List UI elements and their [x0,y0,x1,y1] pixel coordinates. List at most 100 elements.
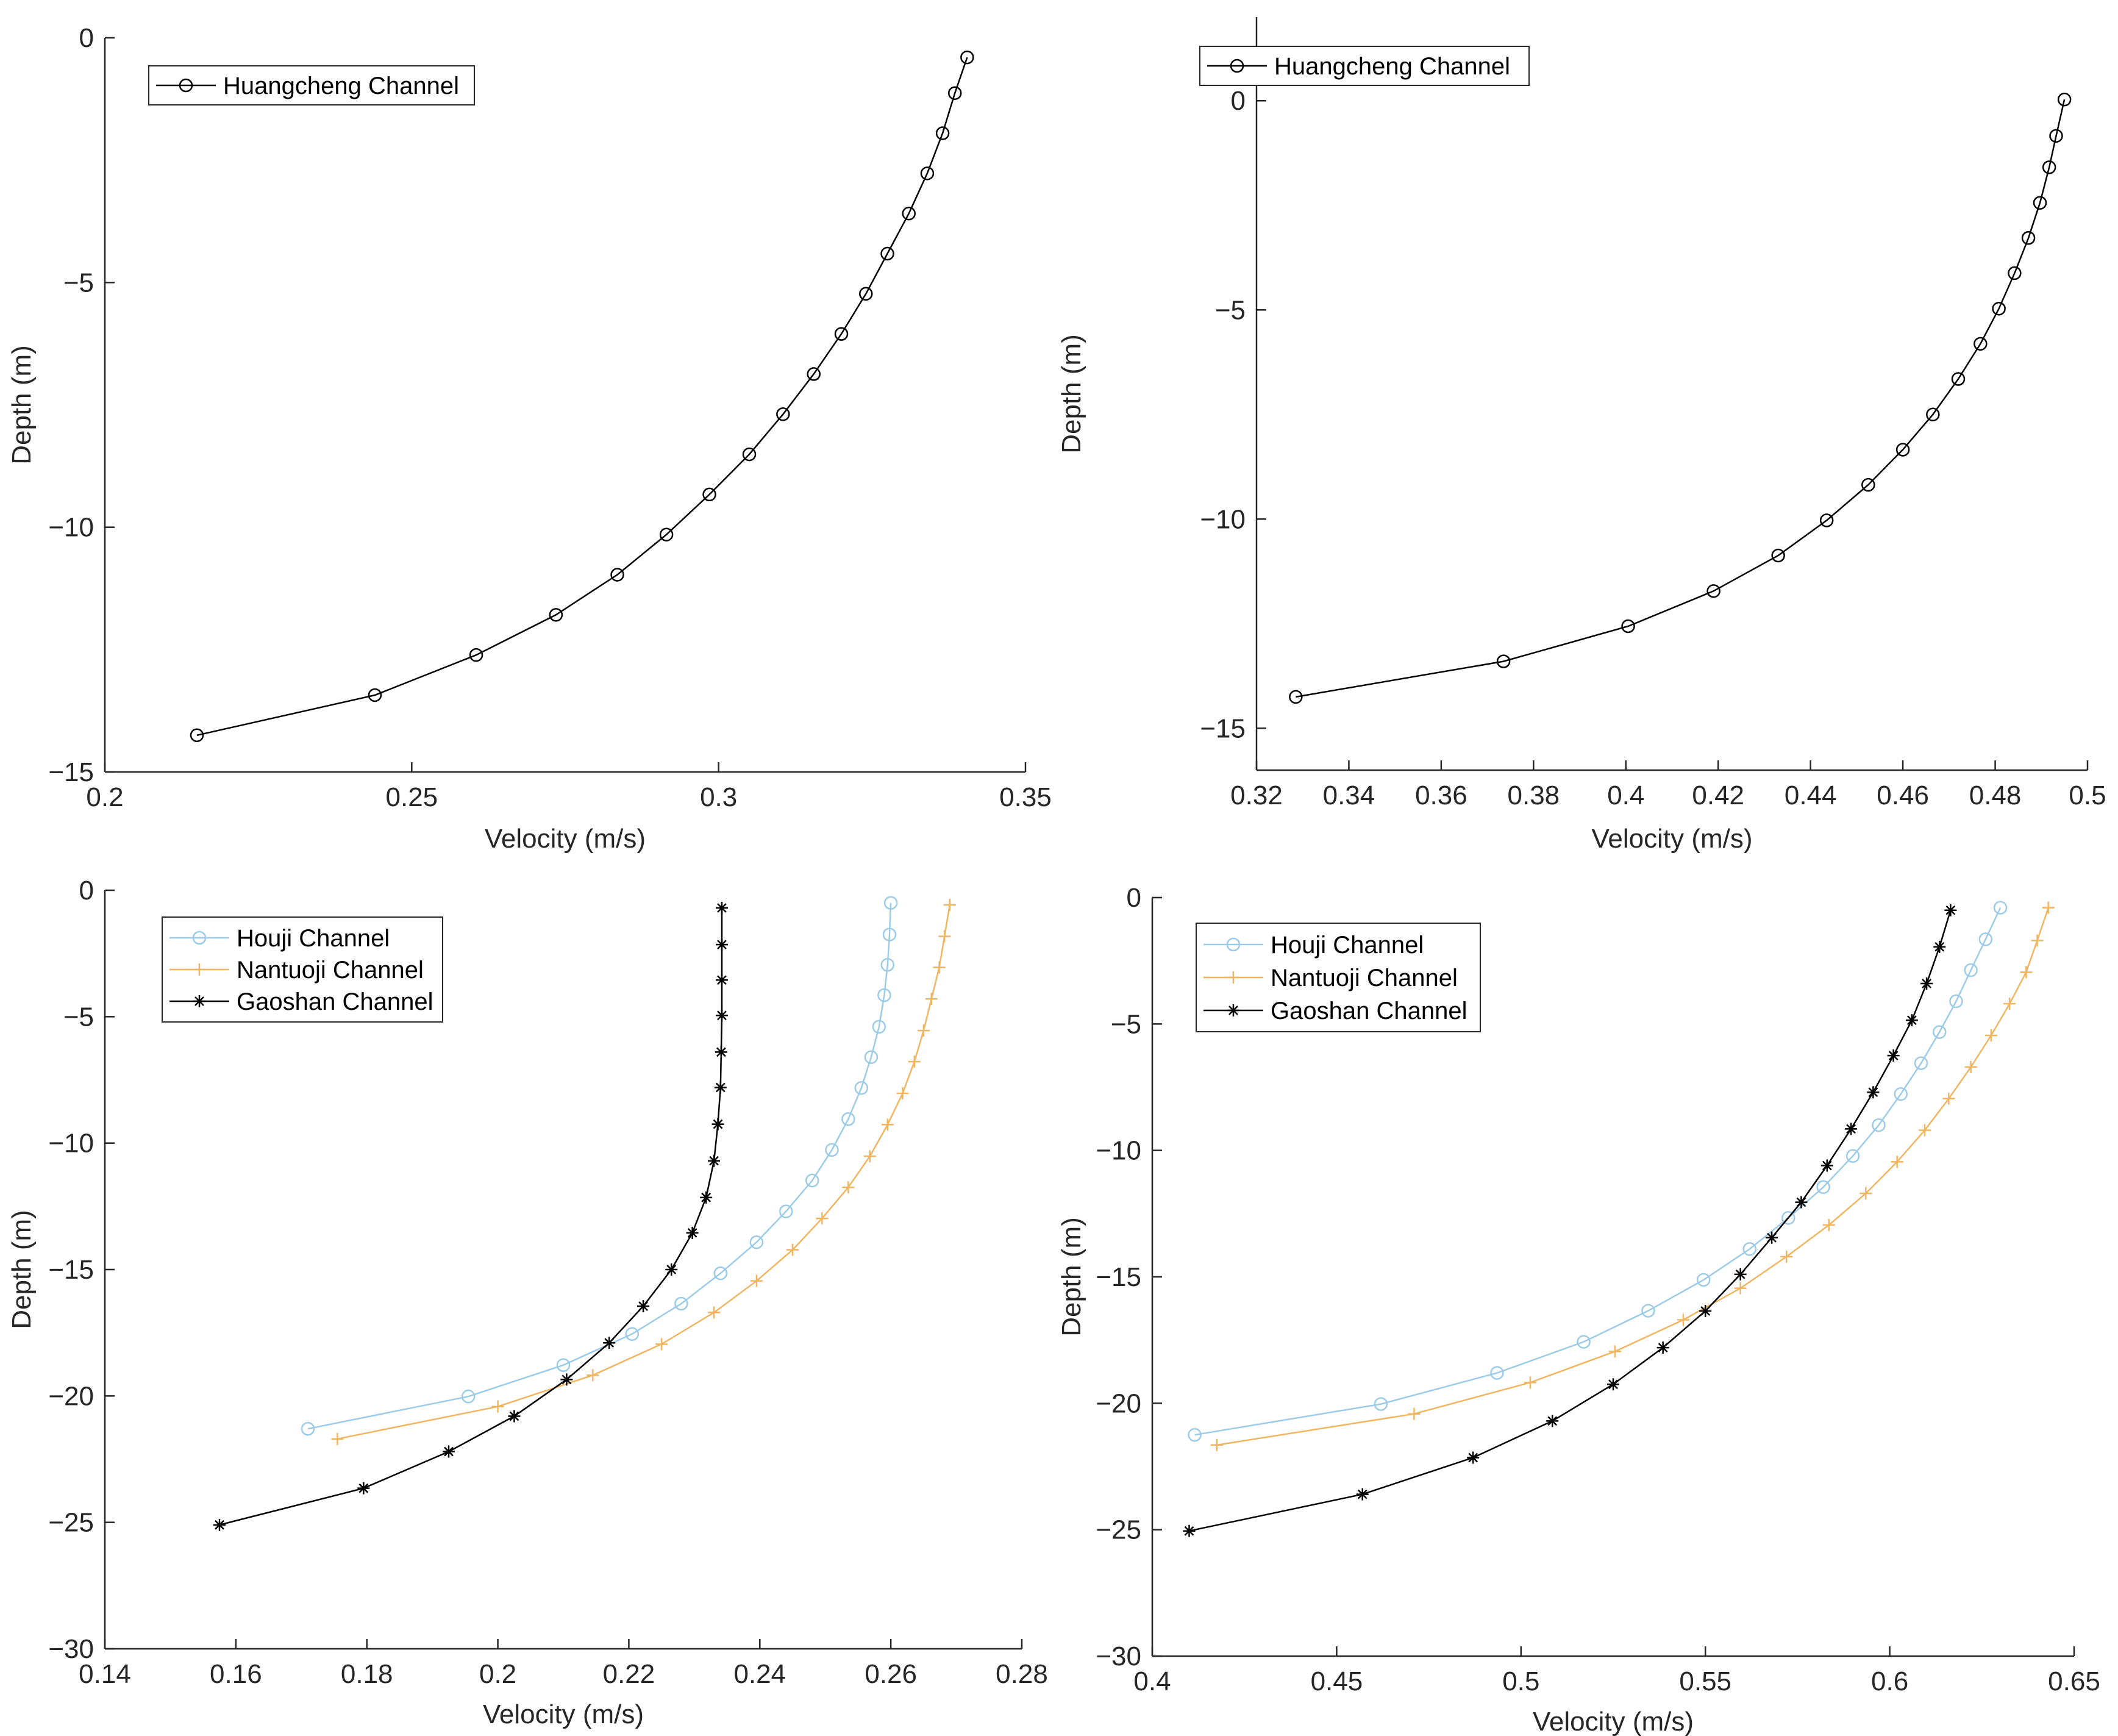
data-point [863,1150,876,1163]
data-point [882,927,897,941]
series-line [1296,99,2066,698]
data-point [2020,966,2033,979]
data-point [1861,477,1875,492]
data-point [925,993,938,1006]
data-point [1887,1049,1900,1062]
series-line [196,57,968,737]
data-point [1609,1345,1622,1358]
data-point [1942,1092,1955,1105]
x-tick-label: 0.35 [999,782,1052,812]
data-point [713,1266,728,1281]
data-point [935,126,950,140]
legend-marker [179,78,193,93]
x-tick-label: 0.42 [1692,780,1744,810]
y-tick-label: −10 [1096,1136,1141,1166]
data-point [2021,231,2036,245]
data-point [1706,584,1720,598]
x-tick-label: 0.46 [1877,780,1929,810]
y-axis-title: Depth (m) [1057,1217,1086,1337]
series-line [337,904,951,1440]
data-point [625,1327,640,1341]
legend-label: Houji Channel [1271,932,1424,959]
chart-panel-1: 0.2 0.25 0.3 0.35 0 −5 −10 −15 Velocity (m/s) Dep… [7,23,1052,854]
data-point [556,1358,571,1372]
y-tick-label: 0 [1231,86,1246,116]
data-point [1780,1250,1793,1263]
data-point [715,1009,728,1022]
x-axis-title: Velocity (m/s) [485,824,646,854]
data-point [872,1020,886,1034]
data-point [917,1024,930,1037]
x-tick-label: 0.22 [603,1659,655,1689]
legend-marker [193,995,205,1007]
data-point [864,1050,879,1064]
data-point [883,896,898,910]
data-point [1920,977,1933,990]
data-point [1546,1415,1559,1427]
data-point [708,1154,721,1167]
data-point [960,50,974,65]
data-point [877,988,891,1002]
data-point [834,327,849,341]
data-point [2049,129,2063,143]
y-tick-label: 0 [79,876,94,906]
data-point [1210,1438,1223,1451]
data-point [938,930,951,943]
legend-marker [192,931,207,945]
data-point [1183,1524,1196,1537]
data-point [920,166,935,180]
data-point [1766,1231,1778,1244]
data-point [549,608,563,622]
data-point [1822,1218,1835,1231]
data-point [2033,196,2047,210]
data-point [1845,1149,1860,1163]
data-point [786,1243,799,1256]
y-tick-label: −20 [1096,1388,1141,1418]
data-point [1891,1156,1903,1168]
data-point [1734,1282,1747,1295]
data-point [859,287,873,301]
data-point [190,728,204,743]
data-point [686,1226,699,1239]
series-line [1216,907,2049,1446]
data-point [1933,940,1946,953]
data-point [1816,1180,1830,1195]
data-point [896,1087,909,1099]
data-point [1289,690,1303,704]
data-point [1577,1335,1591,1349]
data-point [469,648,483,662]
data-point [665,1263,678,1276]
data-point [841,1112,855,1126]
legend-label: Huangcheng Channel [223,73,459,99]
data-point [742,447,757,462]
data-point [714,1081,727,1094]
chart-panel-2: 0.32 0.34 0.36 0.38 0.4 0.42 0.44 0.46 0.48 0.5 0 −… [1057,17,2106,854]
data-point [2042,901,2055,914]
y-tick-label: −10 [1200,504,1246,534]
data-point [947,86,962,100]
data-point [908,1056,921,1068]
data-point [1677,1313,1689,1326]
series-nantuoji-channel [331,899,956,1445]
data-point [357,1482,370,1495]
data-point [508,1410,521,1423]
data-point [1734,1268,1747,1281]
data-point [1974,337,1988,351]
data-point [2031,934,2044,947]
data-point [943,899,956,912]
data-point [708,1306,721,1319]
data-point [1408,1407,1421,1420]
legend-label: Houji Channel [237,925,390,952]
x-tick-label: 0.4 [1607,780,1644,810]
data-point [825,1143,839,1157]
data-point [933,961,946,974]
x-tick-label: 0.55 [1679,1666,1731,1696]
data-point [1905,1014,1918,1027]
data-point [1742,1242,1757,1256]
data-point [805,1173,819,1188]
data-point [1964,1060,1977,1073]
data-point [443,1445,455,1458]
data-point [1781,1211,1795,1225]
data-point [1188,1427,1202,1442]
x-tick-label: 0.34 [1323,780,1375,810]
